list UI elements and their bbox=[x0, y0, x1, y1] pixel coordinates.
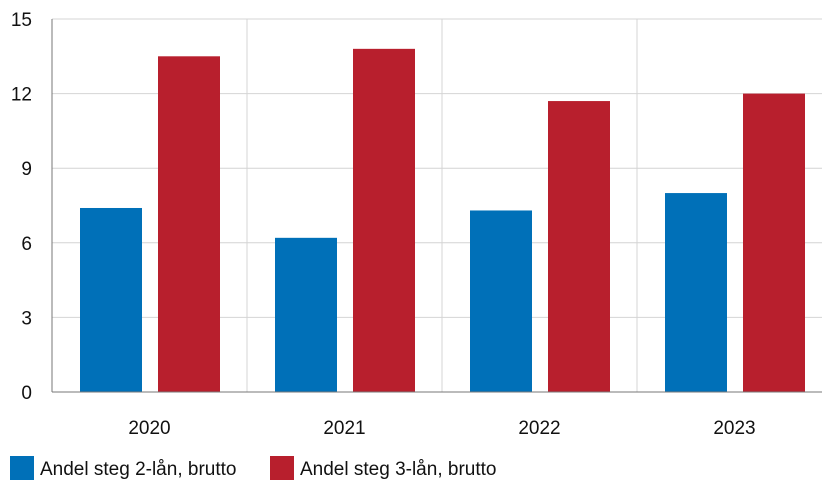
y-tick-label-0: 0 bbox=[21, 383, 32, 404]
bars bbox=[80, 48, 805, 393]
legend-swatch-1 bbox=[10, 456, 34, 480]
x-tick-label-2020: 2020 bbox=[128, 418, 170, 439]
bar-series2-2022 bbox=[548, 101, 610, 392]
x-tick-label-2021: 2021 bbox=[323, 418, 365, 439]
y-tick-labels: 0 3 6 9 12 15 bbox=[11, 10, 32, 404]
bar-series1-2021 bbox=[275, 237, 337, 392]
x-tick-label-2022: 2022 bbox=[518, 418, 560, 439]
y-tick-label-1: 3 bbox=[21, 308, 32, 329]
x-tick-labels: 2020 2021 2022 2023 bbox=[128, 418, 755, 439]
y-tick-label-2: 6 bbox=[21, 234, 32, 255]
y-tick-label-4: 12 bbox=[11, 85, 32, 106]
legend-label-2: Andel steg 3-lån, brutto bbox=[300, 459, 496, 480]
legend-label-1: Andel steg 2-lån, brutto bbox=[40, 459, 236, 480]
bar-series1-2020 bbox=[80, 207, 142, 392]
legend-swatch-2 bbox=[270, 456, 294, 480]
y-tick-label-3: 9 bbox=[21, 159, 32, 180]
x-tick-label-2023: 2023 bbox=[713, 418, 755, 439]
bar-series1-2023 bbox=[665, 193, 727, 392]
bar-series2-2020 bbox=[158, 56, 220, 393]
y-tick-label-5: 15 bbox=[11, 10, 32, 31]
bar-series2-2023 bbox=[743, 93, 805, 392]
bar-series2-2021 bbox=[353, 48, 415, 393]
bar-series1-2022 bbox=[470, 210, 532, 392]
legend: Andel steg 2-lån, brutto Andel steg 3-lån… bbox=[10, 456, 496, 480]
